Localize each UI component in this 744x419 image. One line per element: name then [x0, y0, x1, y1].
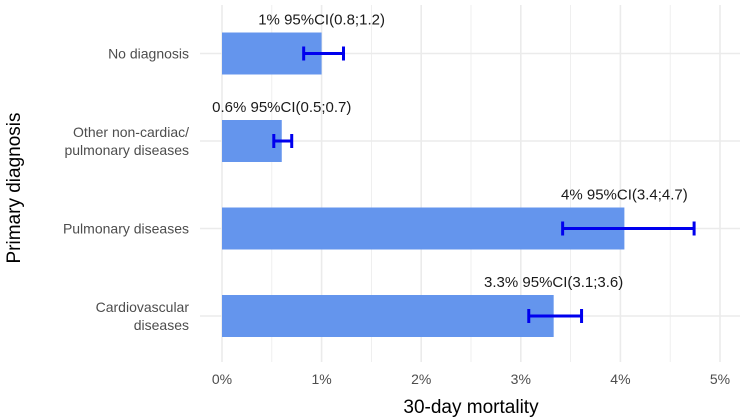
- x-tick-label: 0%: [212, 371, 232, 387]
- bars: [222, 32, 625, 337]
- y-tick-label-line: Pulmonary diseases: [63, 221, 189, 237]
- y-tick-label-line: No diagnosis: [108, 46, 189, 62]
- y-tick-label-line: pulmonary diseases: [64, 142, 189, 158]
- x-tick-label: 1%: [311, 371, 331, 387]
- x-axis-tick-labels: 0% 1% 2% 3% 4% 5%: [212, 371, 730, 387]
- bar: [222, 295, 554, 337]
- x-axis-title: 30-day mortality: [403, 397, 539, 418]
- bar: [222, 207, 625, 250]
- x-tick-label: 2%: [411, 371, 431, 387]
- x-tick-label: 4%: [610, 371, 630, 387]
- y-tick-label: Other non-cardiac/pulmonary diseases: [64, 124, 189, 158]
- y-tick-label-line: diseases: [134, 317, 189, 333]
- data-labels: 1% 95%CI(0.8;1.2) 0.6% 95%CI(0.5;0.7) 4% 9…: [212, 12, 688, 292]
- x-tick-label: 3%: [511, 371, 531, 387]
- y-axis-tick-labels: No diagnosis Other non-cardiac/pulmonary …: [63, 46, 189, 334]
- y-tick-label: No diagnosis: [108, 46, 189, 62]
- data-label: 4% 95%CI(3.4;4.7): [561, 187, 688, 204]
- bar: [222, 120, 282, 162]
- x-tick-label: 5%: [710, 371, 730, 387]
- error-bars: [272, 46, 696, 323]
- y-tick-label-line: Other non-cardiac/: [73, 124, 189, 140]
- data-label: 0.6% 95%CI(0.5;0.7): [212, 99, 351, 116]
- data-label: 3.3% 95%CI(3.1;3.6): [484, 274, 623, 291]
- y-axis-title: Primary diagnosis: [4, 113, 25, 264]
- y-tick-label: Pulmonary diseases: [63, 221, 189, 237]
- y-tick-label-line: Cardiovascular: [96, 299, 190, 315]
- data-label: 1% 95%CI(0.8;1.2): [258, 12, 385, 29]
- y-tick-label: Cardiovascular diseases: [96, 299, 190, 333]
